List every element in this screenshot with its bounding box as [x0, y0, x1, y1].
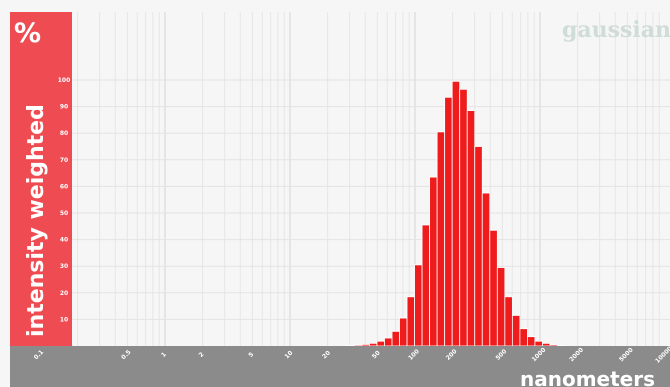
y-tick-label: 10 — [60, 316, 68, 323]
bar — [406, 296, 415, 347]
bar — [511, 315, 521, 347]
bar — [466, 110, 476, 347]
bar — [542, 342, 551, 347]
y-ticks: 10 20 30 40 50 60 70 80 90 100 — [58, 77, 71, 323]
y-unit-label: % — [14, 18, 41, 49]
bar — [361, 344, 370, 347]
x-tick-label: 50 — [371, 350, 382, 361]
y-axis-band — [10, 12, 72, 346]
bars — [346, 80, 566, 347]
corner-label: gaussian — [562, 17, 670, 43]
bar — [489, 229, 498, 347]
y-tick-label: 50 — [60, 210, 68, 217]
bar — [534, 340, 543, 347]
y-tick-label: 90 — [60, 104, 68, 111]
y-tick-label: 30 — [60, 263, 68, 270]
bar — [481, 192, 491, 347]
bar — [459, 88, 468, 347]
x-tick-label: 20 — [321, 350, 332, 361]
y-tick-label: 60 — [60, 183, 68, 190]
bar — [414, 264, 423, 347]
bar — [519, 328, 528, 347]
bar — [549, 344, 558, 347]
x-tick-label: 1 — [160, 351, 168, 359]
bar — [376, 340, 385, 347]
bar — [474, 146, 483, 347]
y-tick-label: 40 — [60, 237, 68, 244]
x-tick-label: 5 — [247, 351, 255, 359]
bar — [451, 80, 461, 347]
x-axis-band — [10, 346, 670, 387]
bar — [421, 224, 430, 347]
bar — [436, 131, 446, 347]
bar — [369, 342, 378, 347]
y-axis-label: intensity weighted — [24, 104, 49, 337]
bar — [496, 267, 506, 347]
y-tick-label: 70 — [60, 157, 68, 164]
y-tick-label: 80 — [60, 130, 68, 137]
bar — [444, 96, 453, 347]
x-axis-label: nanometers — [520, 367, 655, 387]
y-tick-label: 20 — [60, 290, 68, 297]
bar — [346, 345, 355, 347]
x-tick-label: 10 — [284, 350, 295, 361]
bar — [384, 337, 393, 347]
bar — [391, 330, 400, 347]
y-tick-label: 100 — [58, 77, 71, 84]
grid — [72, 12, 670, 346]
bar — [527, 336, 536, 347]
bar — [429, 176, 438, 347]
bar — [557, 345, 566, 347]
bar — [399, 317, 408, 347]
bar — [354, 344, 363, 347]
x-tick-label: 2 — [198, 351, 206, 359]
bar — [504, 296, 513, 347]
